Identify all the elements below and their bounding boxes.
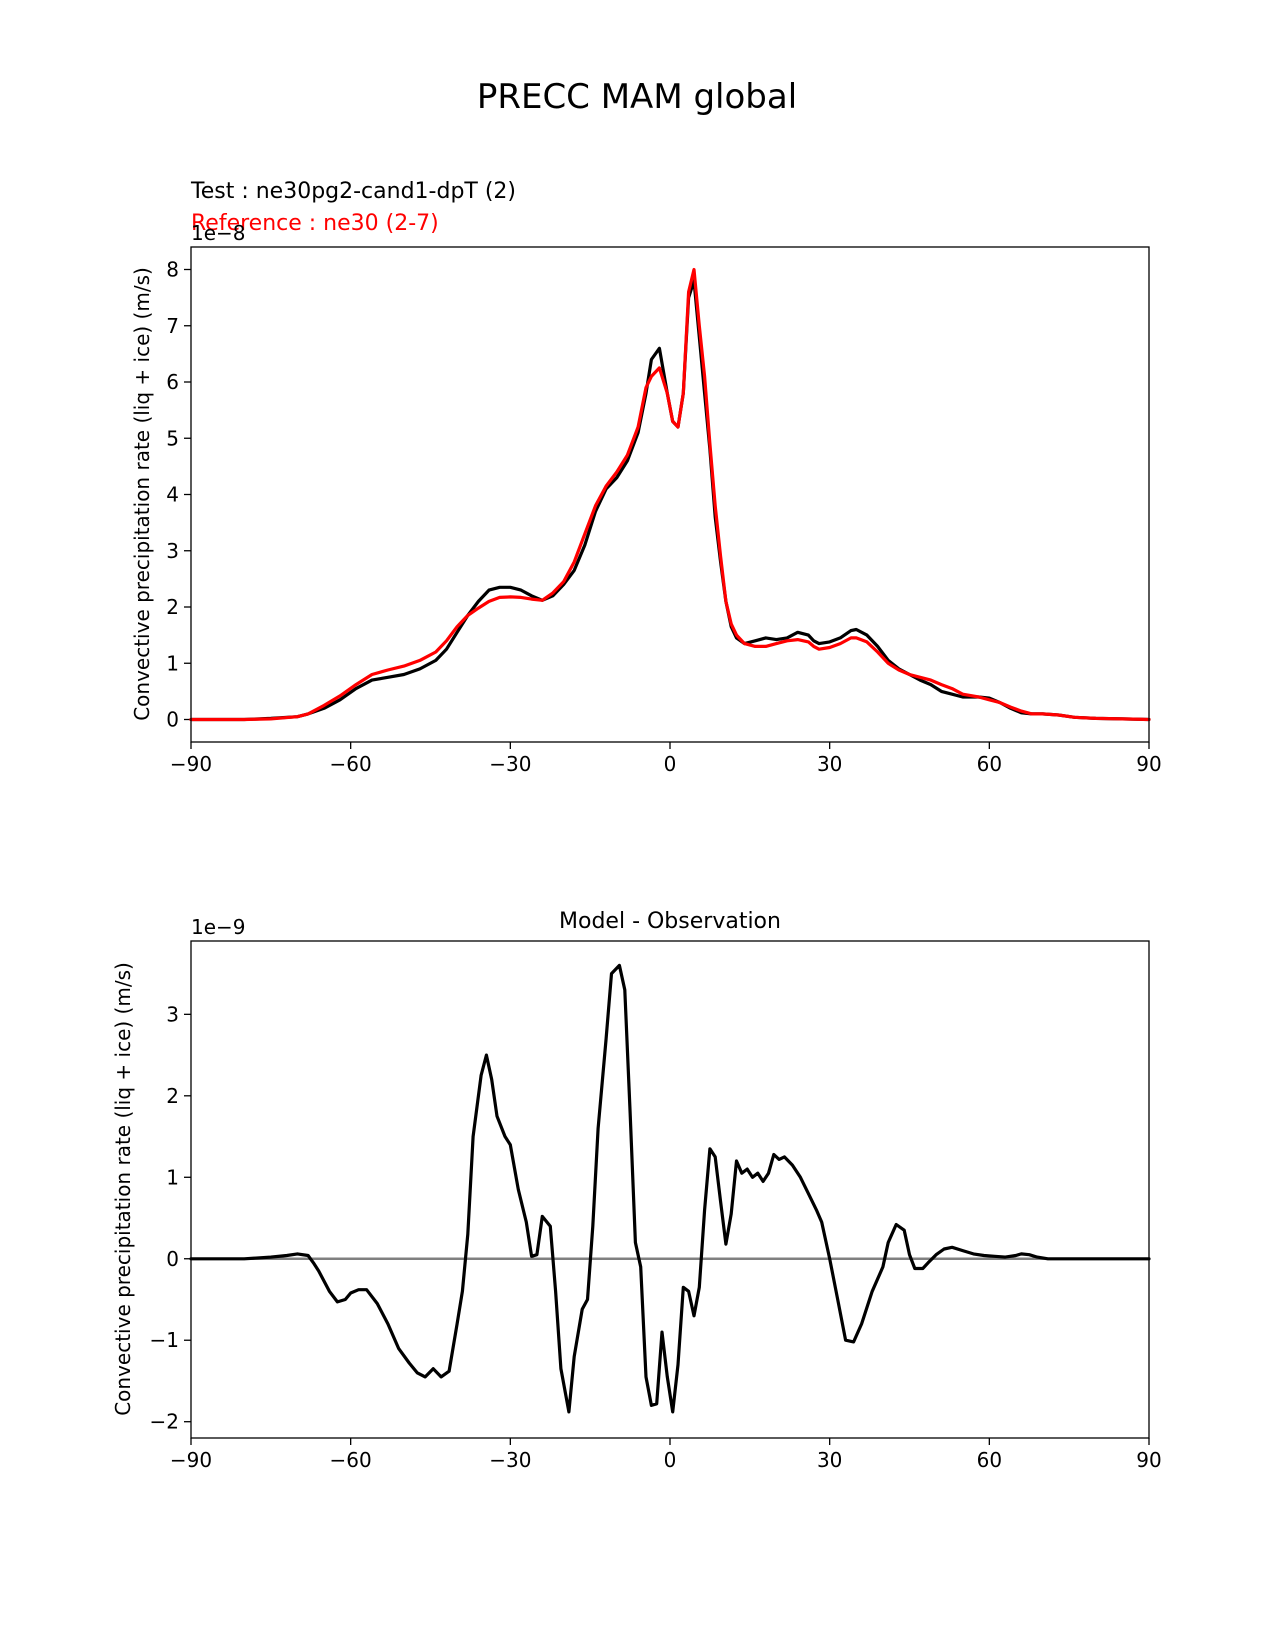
top-ytick-label: 1 bbox=[166, 651, 179, 675]
bottom-ytick-label: 3 bbox=[166, 1002, 179, 1026]
bottom-xtick-label: 30 bbox=[817, 1448, 842, 1472]
bottom-xtick-group: −90 −60 −30 0 30 60 90 bbox=[170, 1438, 1162, 1472]
bottom-plot-title: Model - Observation bbox=[559, 909, 781, 934]
top-offset-label: 1e−8 bbox=[191, 221, 246, 245]
top-ytick-label: 8 bbox=[166, 258, 179, 282]
bottom-plot-frame bbox=[190, 940, 1150, 1439]
top-ytick-label: 5 bbox=[166, 426, 179, 450]
bottom-xtick-label: 60 bbox=[977, 1448, 1002, 1472]
top-xtick-label: 90 bbox=[1136, 752, 1161, 776]
top-ytick-label: 0 bbox=[166, 708, 179, 732]
figure-title: PRECC MAM global bbox=[477, 77, 797, 117]
top-xtick-label: 0 bbox=[664, 752, 677, 776]
bottom-xtick-label: −60 bbox=[330, 1448, 372, 1472]
top-ytick-group: 0 1 2 3 4 5 6 7 8 bbox=[166, 258, 191, 732]
top-xtick-group: −90 −60 −30 0 30 60 90 bbox=[170, 742, 1162, 776]
bottom-ytick-group: −2 −1 0 1 2 3 bbox=[150, 1002, 191, 1434]
top-xtick-label: −30 bbox=[489, 752, 531, 776]
bottom-ytick-label: −2 bbox=[150, 1410, 179, 1434]
top-plot: 1e−8 0 1 2 3 4 5 6 7 8 −90 −60 −30 0 30 60 90 Convecti… bbox=[130, 221, 1162, 776]
top-y-axis-label: Convective precipitation rate (liq + ice… bbox=[130, 267, 154, 721]
reference-label: Reference : ne30 (2-7) bbox=[191, 211, 439, 236]
bottom-ytick-label: −1 bbox=[150, 1328, 179, 1352]
top-xtick-label: −90 bbox=[170, 752, 212, 776]
bottom-ytick-label: 2 bbox=[166, 1084, 179, 1108]
reference-series-line bbox=[189, 267, 1151, 722]
bottom-series-group bbox=[189, 963, 1151, 1414]
bottom-ytick-label: 1 bbox=[166, 1165, 179, 1189]
test-label: Test : ne30pg2-cand1-dpT (2) bbox=[190, 179, 516, 204]
bottom-xtick-label: −90 bbox=[170, 1448, 212, 1472]
top-ytick-label: 4 bbox=[166, 483, 179, 507]
top-plot-frame bbox=[190, 246, 1150, 743]
top-xtick-label: 30 bbox=[817, 752, 842, 776]
top-ytick-label: 3 bbox=[166, 539, 179, 563]
top-xtick-label: 60 bbox=[977, 752, 1002, 776]
top-series-group bbox=[189, 267, 1151, 722]
difference-series-line bbox=[189, 963, 1151, 1414]
bottom-xtick-label: 90 bbox=[1136, 1448, 1161, 1472]
bottom-plot: Model - Observation 1e−9 −2 −1 0 1 2 3 −90 −60… bbox=[111, 909, 1162, 1472]
test-series-line bbox=[189, 279, 1151, 722]
bottom-y-axis-label: Convective precipitation rate (liq + ice… bbox=[111, 962, 135, 1416]
top-xtick-label: −60 bbox=[330, 752, 372, 776]
top-ytick-label: 2 bbox=[166, 595, 179, 619]
top-ytick-label: 7 bbox=[166, 314, 179, 338]
bottom-ytick-label: 0 bbox=[166, 1247, 179, 1271]
top-ytick-label: 6 bbox=[166, 370, 179, 394]
bottom-xtick-label: 0 bbox=[664, 1448, 677, 1472]
bottom-xtick-label: −30 bbox=[489, 1448, 531, 1472]
bottom-offset-label: 1e−9 bbox=[191, 915, 246, 939]
